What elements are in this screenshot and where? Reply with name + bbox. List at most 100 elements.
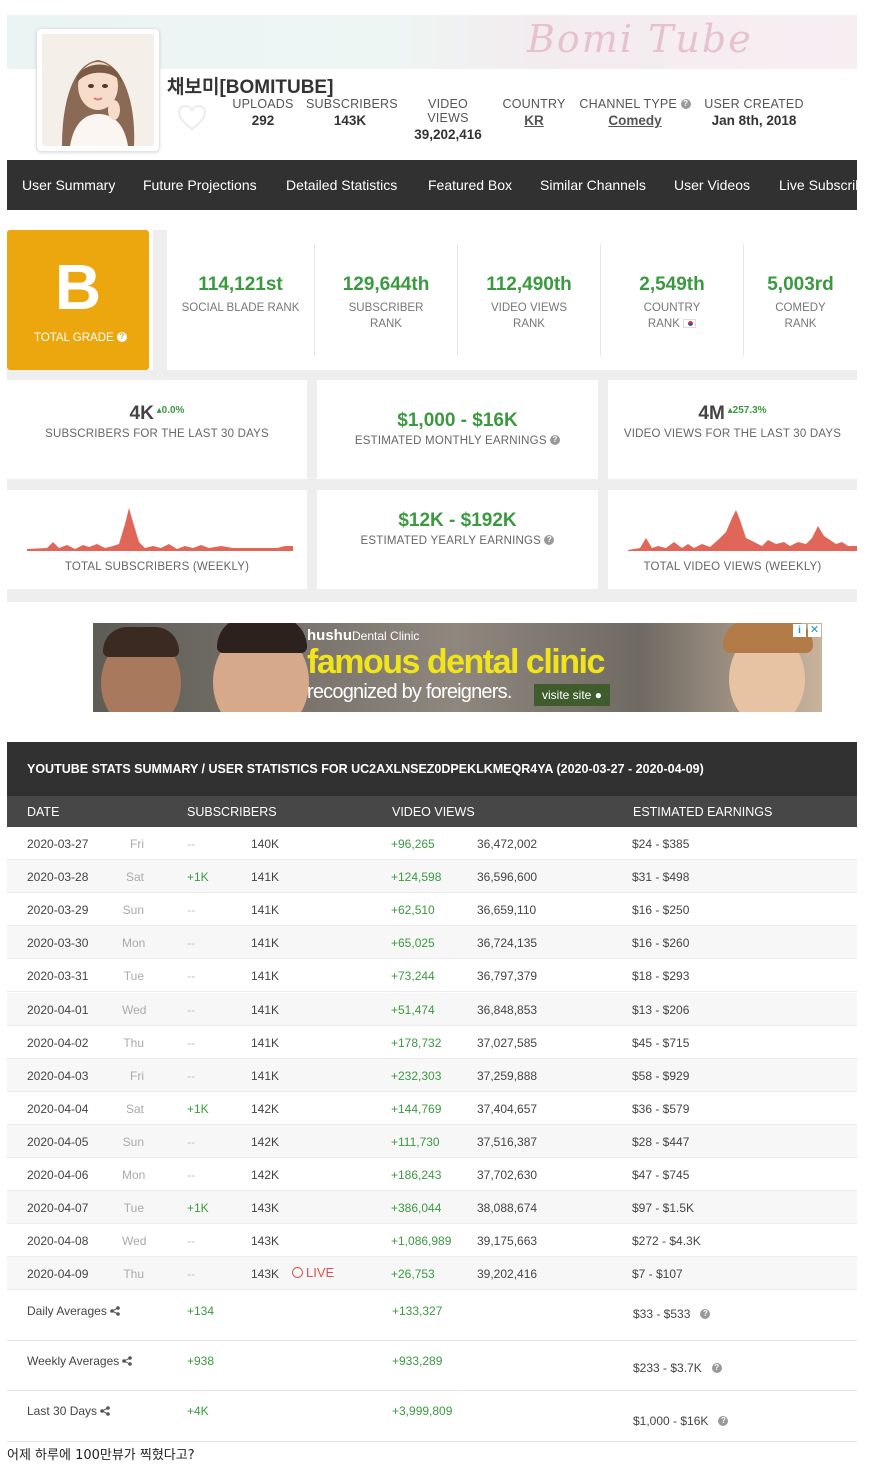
cell-views: 39,202,416: [477, 1267, 538, 1282]
heart-icon[interactable]: [177, 104, 207, 132]
cell-view-change: +26,753: [391, 1267, 435, 1282]
cell-view-change: +1,086,989: [391, 1234, 452, 1249]
play-circle-icon: ●: [594, 688, 602, 702]
cell-sub-change: --: [187, 969, 195, 984]
share-icon[interactable]: [100, 1406, 110, 1416]
cell-subscribers: 142K: [251, 1134, 280, 1149]
ad-banner[interactable]: hushuDental Clinic famous dental clinic …: [93, 623, 822, 712]
cell-view-change: +178,732: [391, 1035, 442, 1050]
cell-view-change: +186,243: [391, 1168, 442, 1182]
help-icon[interactable]: ?: [711, 1363, 722, 1373]
country-link[interactable]: KR: [524, 113, 544, 128]
cell-view-change: +96,265: [391, 837, 435, 851]
averages-subs: +4K: [187, 1404, 209, 1418]
averages-label: Daily Averages: [27, 1304, 120, 1318]
cell-date: 2020-04-06: [27, 1168, 89, 1182]
averages-subs: +938: [187, 1354, 215, 1368]
stats-table-columns: DATE SUBSCRIBERS VIDEO VIEWS ESTIMATED E…: [7, 796, 857, 827]
live-indicator[interactable]: LIVE: [292, 1265, 334, 1280]
cell-day: Wed: [122, 1002, 147, 1017]
cell-earnings: $18 - $293: [632, 969, 690, 984]
col-estimated-earnings: ESTIMATED EARNINGS: [633, 805, 773, 819]
tab-future-projections[interactable]: Future Projections: [143, 177, 257, 193]
channel-type-link[interactable]: Comedy: [608, 113, 662, 128]
cell-sub-change: --: [187, 1168, 195, 1182]
ad-close-icon[interactable]: ✕: [808, 624, 821, 637]
cell-earnings: $272 - $4.3K: [632, 1234, 701, 1249]
cell-sub-change: --: [187, 837, 195, 851]
help-icon[interactable]: ?: [116, 332, 127, 342]
ranks-panel: 114,121st SOCIAL BLADE RANK 129,644th SU…: [167, 230, 857, 370]
cell-view-change: +73,244: [391, 969, 435, 984]
cell-subscribers: 141K: [251, 969, 280, 984]
subs-30-days-card: 4K ▴0.0% SUBSCRIBERS FOR THE LAST 30 DAY…: [7, 380, 307, 479]
averages-row: Daily Averages +134 +133,327 $33 - $533 ?: [7, 1291, 857, 1341]
help-icon[interactable]: ?: [718, 1416, 729, 1426]
monthly-earnings-label: ESTIMATED MONTHLY EARNINGS ?: [317, 435, 598, 447]
cell-sub-change: --: [187, 1234, 195, 1249]
cell-sub-change: --: [187, 936, 195, 951]
share-icon[interactable]: [122, 1356, 133, 1366]
ad-photo-hair: [217, 623, 307, 653]
help-icon[interactable]: ?: [680, 99, 691, 109]
cell-date: 2020-04-09: [27, 1267, 89, 1282]
averages-label: Weekly Averages: [27, 1354, 133, 1368]
cell-earnings: $7 - $107: [632, 1267, 683, 1282]
tab-similar-channels[interactable]: Similar Channels: [540, 177, 646, 193]
cell-date: 2020-04-05: [27, 1134, 89, 1149]
monthly-earnings-card: $1,000 - $16K ESTIMATED MONTHLY EARNINGS…: [317, 380, 598, 479]
monthly-earnings-value: $1,000 - $16K: [397, 410, 518, 431]
ad-visit-button[interactable]: visite site ●: [534, 684, 610, 706]
ad-subtext: recognized by foreigners.: [307, 681, 512, 703]
table-row: 2020-04-07 Tue +1K 143K +386,044 38,088,674 $9…: [7, 1191, 857, 1225]
cell-day: Wed: [122, 1234, 147, 1249]
stat-video-views: VIDEO VIEWS 39,202,416: [406, 97, 490, 142]
tab-featured-box[interactable]: Featured Box: [428, 177, 513, 193]
yearly-earnings-value: $12K - $192K: [398, 510, 517, 531]
cell-view-change: +65,025: [391, 936, 435, 951]
rank-subscriber: 129,644th SUBSCRIBER RANK: [315, 244, 458, 356]
help-icon[interactable]: ?: [544, 535, 555, 545]
tab-live-subscribers[interactable]: Live Subscrib: [779, 177, 857, 193]
stats-table-header: YOUTUBE STATS SUMMARY / USER STATISTICS …: [7, 742, 857, 796]
tab-user-videos[interactable]: User Videos: [674, 177, 751, 193]
cell-sub-change: --: [187, 1267, 195, 1282]
cell-day: Mon: [122, 1168, 146, 1182]
subs-30-value: 4K: [129, 403, 154, 424]
cell-views: 36,596,600: [477, 870, 538, 885]
views-30-value: 4M: [698, 403, 725, 424]
tab-detailed-statistics[interactable]: Detailed Statistics: [286, 177, 398, 193]
ad-brand: hushuDental Clinic: [307, 627, 420, 644]
share-icon[interactable]: [110, 1306, 120, 1316]
cell-subscribers: 143K: [251, 1234, 280, 1249]
cell-date: 2020-04-04: [27, 1101, 89, 1116]
cell-date: 2020-03-30: [27, 936, 89, 951]
stat-user-created: USER CREATED Jan 8th, 2018: [704, 97, 804, 128]
rank-video-views: 112,490th VIDEO VIEWS RANK: [458, 244, 601, 356]
cell-earnings: $13 - $206: [632, 1002, 690, 1017]
views-30-label: VIDEO VIEWS FOR THE LAST 30 DAYS: [623, 428, 842, 440]
help-icon[interactable]: ?: [550, 435, 561, 445]
stat-channel-type: CHANNEL TYPE ? Comedy: [578, 97, 692, 128]
tab-user-summary[interactable]: User Summary: [22, 177, 116, 193]
yearly-earnings-label: ESTIMATED YEARLY EARNINGS ?: [317, 535, 598, 547]
rank-label: COUNTRY RANK: [643, 302, 701, 330]
cell-subscribers: 142K: [251, 1168, 280, 1182]
stat-label: COUNTRY: [502, 97, 566, 111]
stat-label: SUBSCRIBERS: [306, 97, 398, 111]
table-row: 2020-04-09 Thu -- 143K +26,753 39,202,416 $7 -…: [7, 1257, 857, 1291]
cell-view-change: +232,303: [391, 1068, 442, 1083]
stats-table-title: YOUTUBE STATS SUMMARY / USER STATISTICS …: [27, 762, 704, 776]
cell-day: Fri: [130, 1068, 144, 1083]
stat-value: 292: [251, 113, 275, 128]
col-video-views: VIDEO VIEWS: [392, 805, 475, 819]
averages-label: Last 30 Days: [27, 1404, 110, 1418]
subs-30-label: SUBSCRIBERS FOR THE LAST 30 DAYS: [45, 428, 269, 440]
cell-sub-change: --: [187, 1134, 195, 1149]
cell-sub-change: --: [187, 903, 195, 918]
avatar[interactable]: [36, 28, 160, 152]
help-icon[interactable]: ?: [700, 1309, 711, 1319]
cell-day: Sat: [125, 870, 144, 885]
stat-value: 143K: [333, 113, 367, 128]
ad-info-icon[interactable]: i: [793, 624, 806, 637]
